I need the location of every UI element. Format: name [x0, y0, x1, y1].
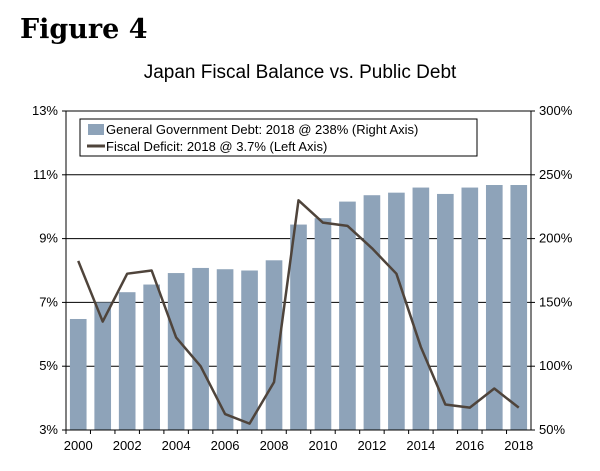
x-tick-label: 2014	[406, 438, 435, 453]
x-tick-label: 2008	[260, 438, 289, 453]
legend-label-debt: General Government Debt: 2018 @ 238% (Ri…	[106, 122, 418, 137]
right-tick-label: 100%	[539, 358, 573, 373]
debt-bar	[510, 185, 528, 430]
x-tick-label: 2006	[211, 438, 240, 453]
right-tick-label: 150%	[539, 294, 573, 309]
x-tick-label: 2000	[64, 438, 93, 453]
right-tick-label: 200%	[539, 231, 573, 246]
x-tick-label: 2010	[309, 438, 338, 453]
x-axis-ticks: 2000 2002 2004 2006 2008 2010 2012 2014 2016 2018	[64, 430, 533, 453]
debt-bar	[461, 187, 479, 430]
debt-bar	[167, 273, 185, 430]
debt-bar	[363, 195, 381, 430]
left-axis-ticks: 3% 5% 7% 9% 11% 13%	[32, 103, 66, 437]
line-series-deficit	[77, 199, 520, 425]
plot-frame	[65, 110, 532, 431]
x-tick-label: 2012	[357, 438, 386, 453]
debt-bar	[485, 185, 503, 430]
legend-label-deficit: Fiscal Deficit: 2018 @ 3.7% (Left Axis)	[106, 139, 327, 154]
bar-series-debt	[69, 185, 528, 430]
debt-bar	[69, 318, 87, 430]
x-tick-label: 2004	[162, 438, 191, 453]
debt-bar	[437, 193, 454, 430]
debt-bar	[192, 267, 209, 430]
debt-bar	[290, 224, 307, 430]
right-tick-label: 250%	[539, 167, 573, 182]
chart-title: Japan Fiscal Balance vs. Public Debt	[143, 62, 457, 83]
left-tick-label: 3%	[39, 422, 58, 437]
debt-bar	[216, 269, 234, 430]
debt-bar	[412, 187, 430, 430]
x-tick-label: 2016	[455, 438, 484, 453]
left-tick-label: 13%	[32, 103, 58, 118]
left-tick-label: 5%	[39, 358, 58, 373]
right-axis-ticks: 50% 100% 150% 200% 250% 300%	[531, 103, 573, 437]
debt-bar	[314, 218, 332, 430]
right-tick-label: 300%	[539, 103, 573, 118]
legend: General Government Debt: 2018 @ 238% (Ri…	[79, 118, 478, 157]
debt-bar	[241, 270, 258, 430]
legend-swatch-debt	[88, 124, 104, 135]
left-tick-label: 7%	[39, 294, 58, 309]
left-tick-label: 9%	[39, 231, 58, 246]
debt-bar	[388, 192, 405, 430]
left-tick-label: 11%	[33, 167, 58, 182]
right-tick-label: 50%	[539, 422, 565, 437]
x-tick-label: 2018	[504, 438, 533, 453]
x-tick-label: 2002	[113, 438, 142, 453]
debt-bar	[143, 284, 160, 430]
debt-bar	[94, 302, 112, 430]
debt-bar	[339, 201, 356, 430]
figure-label: Figure 4	[20, 14, 148, 45]
legend-box	[79, 118, 478, 157]
debt-bar	[118, 292, 136, 430]
